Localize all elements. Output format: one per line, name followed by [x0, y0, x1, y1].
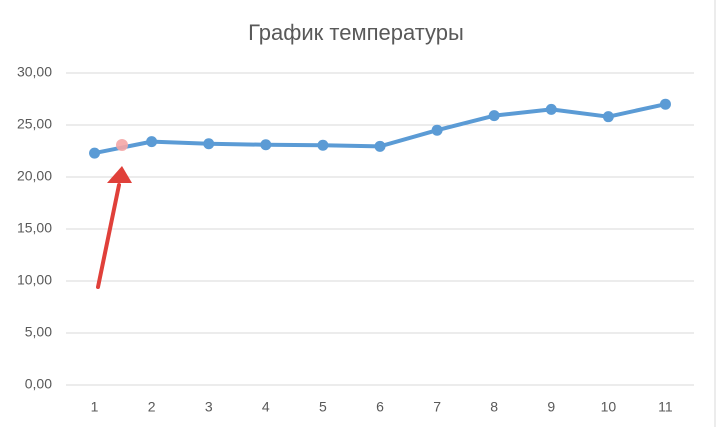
y-tick-label: 30,00 [17, 64, 52, 80]
highlight-marker [116, 139, 128, 151]
y-tick-label: 20,00 [17, 168, 52, 184]
x-tick-label: 7 [433, 399, 441, 415]
data-point [203, 138, 215, 150]
y-tick-label: 5,00 [25, 324, 52, 340]
x-tick-label: 5 [319, 399, 327, 415]
x-tick-label: 8 [490, 399, 498, 415]
data-point [488, 110, 500, 122]
x-tick-label: 2 [148, 399, 156, 415]
chart-title: График температуры [248, 20, 464, 45]
x-tick-label: 1 [91, 399, 99, 415]
x-tick-label: 9 [547, 399, 555, 415]
x-tick-label: 4 [262, 399, 270, 415]
y-tick-label: 15,00 [17, 220, 52, 236]
data-point [431, 124, 443, 136]
data-point [545, 103, 557, 115]
x-tick-label: 6 [376, 399, 384, 415]
data-point [374, 140, 386, 152]
annotation-arrow [96, 183, 121, 289]
data-point [659, 98, 671, 110]
data-point [89, 147, 101, 159]
data-point [146, 136, 158, 148]
plot-area: 0,00 5,00 10,00 15,00 20,00 25,00 30,00 1 2 3 4 5 6 7… [17, 64, 694, 415]
y-tick-label: 25,00 [17, 116, 52, 132]
x-tick-label: 3 [205, 399, 213, 415]
y-tick-label: 0,00 [25, 376, 52, 392]
annotation-arrowhead [107, 166, 132, 183]
data-point [602, 111, 614, 123]
x-tick-label: 10 [601, 399, 617, 415]
data-point [260, 139, 272, 151]
x-tick-label: 11 [658, 399, 673, 415]
y-tick-label: 10,00 [17, 272, 52, 288]
data-point [317, 139, 329, 151]
